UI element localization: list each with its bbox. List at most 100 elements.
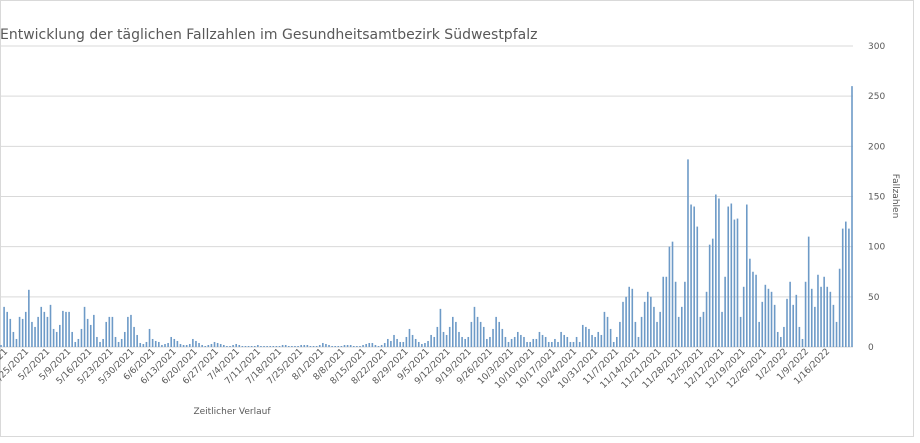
bar-75: [232, 344, 234, 347]
bar-96: [297, 346, 299, 347]
bar-76: [235, 343, 237, 347]
bar-243: [752, 271, 754, 347]
bar-226: [699, 316, 702, 347]
bar-132: [408, 328, 411, 347]
bar-23: [71, 331, 73, 347]
bar-130: [402, 341, 405, 347]
bar-170: [526, 341, 528, 347]
bar-146: [452, 316, 454, 347]
bar-253: [783, 326, 785, 347]
bar-216: [668, 246, 671, 347]
bar-246: [761, 301, 764, 347]
x-axis-label: Zeitlicher Verlauf: [193, 407, 271, 417]
bar-1: [3, 306, 5, 347]
bar-184: [569, 341, 572, 347]
bar-259: [801, 338, 804, 347]
y-tick-label-250: 250: [868, 92, 885, 102]
bar-250: [773, 304, 776, 347]
bar-203: [628, 286, 630, 347]
bar-112: [346, 344, 349, 347]
bar-218: [674, 281, 677, 347]
y-axis-label: Fallzahlen: [890, 174, 900, 219]
bar-199: [616, 336, 618, 347]
bar-194: [600, 334, 603, 347]
bar-211: [653, 306, 655, 347]
bar-217: [671, 241, 674, 347]
bar-236: [730, 203, 733, 347]
bar-81: [250, 346, 253, 347]
bar-248: [767, 288, 770, 347]
bar-50: [154, 340, 157, 347]
bar-191: [591, 334, 593, 347]
bar-60: [185, 344, 188, 347]
bar-181: [560, 331, 562, 347]
bar-126: [390, 340, 392, 347]
bar-155: [479, 321, 482, 347]
bar-272: [841, 228, 844, 347]
bar-182: [563, 334, 566, 347]
bar-111: [343, 344, 346, 347]
bar-115: [356, 346, 358, 347]
bar-92: [284, 344, 287, 347]
bar-28: [86, 318, 89, 347]
bar-41: [127, 316, 129, 347]
bar-198: [612, 341, 615, 347]
bar-8: [24, 311, 27, 347]
bar-261: [807, 236, 810, 347]
bar-77: [238, 344, 241, 347]
bar-74: [229, 346, 231, 347]
bar-265: [820, 286, 822, 347]
bar-145: [448, 326, 451, 347]
bar-249: [770, 291, 773, 347]
bar-22: [68, 311, 70, 347]
bar-52: [161, 344, 163, 347]
bar-11: [34, 326, 36, 347]
y-tick-label-0: 0: [868, 343, 874, 353]
bar-230: [711, 238, 714, 347]
bar-44: [136, 334, 138, 347]
bar-88: [272, 346, 275, 347]
bar-46: [142, 343, 145, 347]
bar-220: [681, 306, 683, 347]
bar-125: [387, 338, 389, 347]
bar-257: [795, 294, 798, 347]
bar-196: [606, 316, 609, 347]
bar-238: [736, 218, 739, 347]
bar-0: [0, 344, 2, 347]
bar-31: [96, 336, 98, 347]
bar-59: [182, 344, 185, 347]
bar-227: [702, 311, 705, 347]
bar-275: [851, 86, 853, 347]
bar-260: [804, 281, 807, 347]
bar-178: [551, 341, 553, 347]
bar-6: [18, 316, 21, 347]
bar-233: [721, 311, 723, 347]
bar-128: [396, 338, 398, 347]
bar-147: [455, 321, 457, 347]
chart-title: Entwicklung der täglichen Fallzahlen im …: [0, 27, 537, 43]
bar-222: [687, 159, 689, 347]
bar-127: [393, 334, 395, 347]
bar-195: [603, 311, 606, 347]
y-tick-label-300: 300: [868, 42, 885, 52]
bar-16: [49, 304, 52, 347]
bar-187: [578, 341, 581, 347]
bar-30: [93, 314, 95, 347]
bar-119: [368, 342, 371, 347]
bar-185: [572, 341, 575, 347]
bar-165: [510, 338, 513, 347]
bar-151: [467, 336, 470, 347]
bar-229: [708, 244, 711, 347]
bar-103: [318, 344, 321, 347]
bar-58: [179, 343, 182, 347]
bar-161: [498, 321, 501, 347]
bar-106: [328, 344, 330, 347]
bar-136: [421, 343, 423, 347]
bar-273: [845, 221, 847, 347]
bar-121: [374, 344, 377, 347]
bar-137: [424, 342, 426, 347]
bar-82: [253, 346, 256, 347]
bar-114: [352, 346, 355, 347]
bar-247: [764, 284, 767, 347]
bar-274: [848, 228, 850, 347]
